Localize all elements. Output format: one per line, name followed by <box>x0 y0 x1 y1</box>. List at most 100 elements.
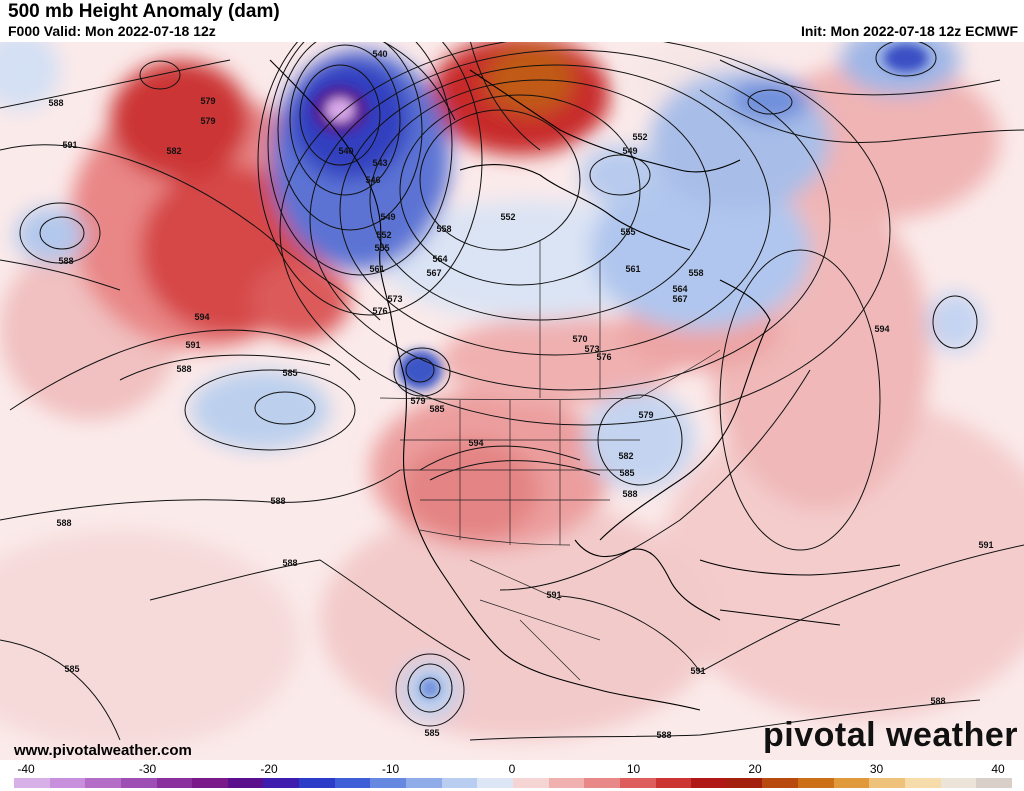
contour-label: 591 <box>546 590 561 600</box>
contour-label: 555 <box>374 243 389 253</box>
colorbar-swatch <box>477 778 513 788</box>
colorbar-swatch <box>798 778 834 788</box>
colorbar-swatch <box>156 778 193 788</box>
colorbar-swatch <box>762 778 799 788</box>
contour-label: 588 <box>56 518 71 528</box>
map-title: 500 mb Height Anomaly (dam) <box>8 1 280 22</box>
contour-label: 561 <box>625 264 640 274</box>
contour-label: 588 <box>176 364 191 374</box>
colorbar-swatch <box>334 778 371 788</box>
contour-label: 591 <box>978 540 993 550</box>
colorbar-swatch <box>512 778 549 788</box>
colorbar-tick-label: -30 <box>138 762 157 776</box>
map-canvas: 540 588 579 579 591 582 540 543 546 549 552 555 561 5… <box>0 42 1024 760</box>
contour-label: 567 <box>672 294 687 304</box>
colorbar-swatch <box>85 778 121 788</box>
colorbar-swatch <box>299 778 335 788</box>
contour-label: 576 <box>372 306 387 316</box>
map-header: 500 mb Height Anomaly (dam) F000 Valid: … <box>0 0 1024 42</box>
contour-label: 585 <box>619 468 634 478</box>
contour-label: 555 <box>620 227 635 237</box>
contour-label: 585 <box>429 404 444 414</box>
contour-label: 549 <box>380 212 395 222</box>
contour-label: 585 <box>64 664 79 674</box>
contour-label: 585 <box>424 728 439 738</box>
init-time: Init: Mon 2022-07-18 12z ECMWF <box>800 23 1018 39</box>
contour-label: 588 <box>656 730 671 740</box>
contour-label: 546 <box>365 175 380 185</box>
colorbar-swatch <box>619 778 656 788</box>
colorbar-swatch <box>833 778 870 788</box>
contour-label: 588 <box>270 496 285 506</box>
contour-label: 549 <box>622 146 637 156</box>
contour-label: 588 <box>622 489 637 499</box>
contour-label: 540 <box>372 49 387 59</box>
contour-label: 573 <box>387 294 402 304</box>
colorbar-swatch <box>406 778 442 788</box>
contour-label: 567 <box>426 268 441 278</box>
contour-label: 561 <box>369 264 384 274</box>
contour-label: 564 <box>672 284 687 294</box>
contour-label: 588 <box>930 696 945 706</box>
contour-label: 579 <box>200 116 215 126</box>
contour-label: 579 <box>410 396 425 406</box>
colorbar-swatch <box>655 778 692 788</box>
height-contours <box>0 42 1024 741</box>
website-label: www.pivotalweather.com <box>14 742 192 759</box>
colorbar-swatch <box>548 778 585 788</box>
contour-label: 576 <box>596 352 611 362</box>
contour-label: 543 <box>372 158 387 168</box>
anomaly-map: 540 588 579 579 591 582 540 543 546 549 552 555 561 5… <box>0 42 1024 760</box>
colorbar-swatch <box>120 778 157 788</box>
anomaly-core-shading <box>312 44 928 698</box>
colorbar-swatch <box>726 778 763 788</box>
contour-label: 570 <box>572 334 587 344</box>
contour-label: 594 <box>874 324 889 334</box>
colorbar-tick-label: -40 <box>17 762 35 776</box>
colorbar-tick-label: 20 <box>748 762 762 776</box>
contour-label: 585 <box>282 368 297 378</box>
colorbar-swatch <box>263 778 300 788</box>
colorbar-swatch <box>976 778 1012 788</box>
colorbar-swatch <box>14 778 50 788</box>
contour-label: 588 <box>48 98 63 108</box>
colorbar-swatch <box>905 778 941 788</box>
contour-label: 582 <box>166 146 181 156</box>
contour-label: 579 <box>638 410 653 420</box>
colorbar-tick-label: 10 <box>626 762 641 776</box>
contour-label: 552 <box>632 132 647 142</box>
contour-label: 579 <box>200 96 215 106</box>
contour-label: 594 <box>468 438 483 448</box>
colorbar-swatch <box>869 778 906 788</box>
anomaly-shading <box>0 42 1024 750</box>
colorbar-tick-label: -10 <box>381 762 400 776</box>
colorbar-swatch <box>584 778 620 788</box>
contour-label: 582 <box>618 451 633 461</box>
colorbar-swatch <box>192 778 228 788</box>
political-borders <box>379 240 721 681</box>
coastlines <box>269 59 901 711</box>
colorbar-tick-label: 30 <box>869 762 884 776</box>
contour-label: 564 <box>432 254 447 264</box>
contour-label: 591 <box>185 340 200 350</box>
contour-label: 591 <box>62 140 77 150</box>
colorbar-tick-label: -20 <box>260 762 278 776</box>
colorbar-swatch <box>940 778 977 788</box>
colorbar-swatch <box>691 778 727 788</box>
colorbar-tick-label: 0 <box>508 762 516 776</box>
colorbar-swatch <box>227 778 264 788</box>
colorbar: -40 -30 -20 -10 0 10 20 30 40 <box>14 760 1012 791</box>
valid-time: F000 Valid: Mon 2022-07-18 12z <box>8 23 216 39</box>
contour-label: 558 <box>436 224 451 234</box>
contour-label: 594 <box>194 312 209 322</box>
contour-labels: 540 588 579 579 591 582 540 543 546 549 552 555 561 5… <box>48 49 993 740</box>
contour-label: 588 <box>282 558 297 568</box>
colorbar-swatch <box>441 778 478 788</box>
contour-label: 573 <box>584 344 599 354</box>
contour-label: 588 <box>58 256 73 266</box>
colorbar-strip <box>14 778 1012 788</box>
colorbar-swatch <box>49 778 86 788</box>
contour-label: 558 <box>688 268 703 278</box>
contour-label: 591 <box>690 666 705 676</box>
colorbar-tick-label: 40 <box>991 762 1005 776</box>
